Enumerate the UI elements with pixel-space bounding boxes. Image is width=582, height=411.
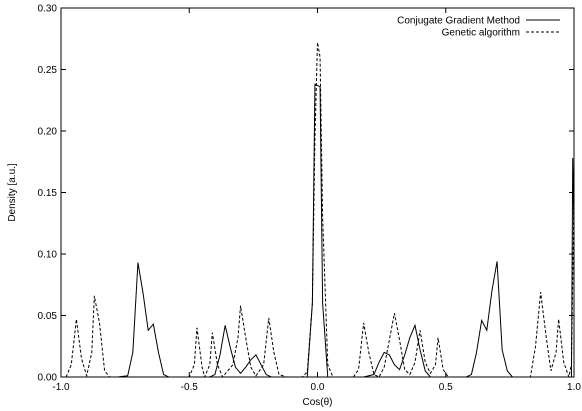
y-tick-label: 0.30 — [38, 4, 58, 15]
x-tick-label: -0.5 — [181, 382, 199, 393]
legend-label-genetic-algorithm: Genetic algorithm — [442, 28, 520, 39]
x-tick-label: -1.0 — [52, 382, 70, 393]
x-tick-label: 0.5 — [439, 382, 453, 393]
y-axis: 0.00 0.05 0.10 0.15 0.20 0.25 0.30 — [38, 4, 574, 384]
x-axis: -1.0 -0.5 0.0 0.5 1.0 — [52, 8, 581, 393]
x-axis-title: Cos(θ) — [302, 397, 332, 408]
legend: Conjugate Gradient Method Genetic algori… — [397, 16, 560, 39]
y-tick-label: 0.10 — [38, 250, 58, 261]
series-line-conjugate-gradient — [61, 83, 574, 377]
x-tick-label: 0.0 — [311, 382, 325, 393]
y-tick-label: 0.05 — [38, 311, 58, 322]
y-axis-title: Density [a.u.] — [7, 163, 18, 222]
y-tick-label: 0.15 — [38, 188, 58, 199]
plot-area — [61, 42, 574, 377]
y-tick-label: 0.00 — [38, 373, 58, 384]
y-tick-label: 0.25 — [38, 65, 58, 76]
legend-label-conjugate-gradient: Conjugate Gradient Method — [397, 16, 520, 27]
x-tick-label: 1.0 — [567, 382, 581, 393]
y-tick-label: 0.20 — [38, 127, 58, 138]
